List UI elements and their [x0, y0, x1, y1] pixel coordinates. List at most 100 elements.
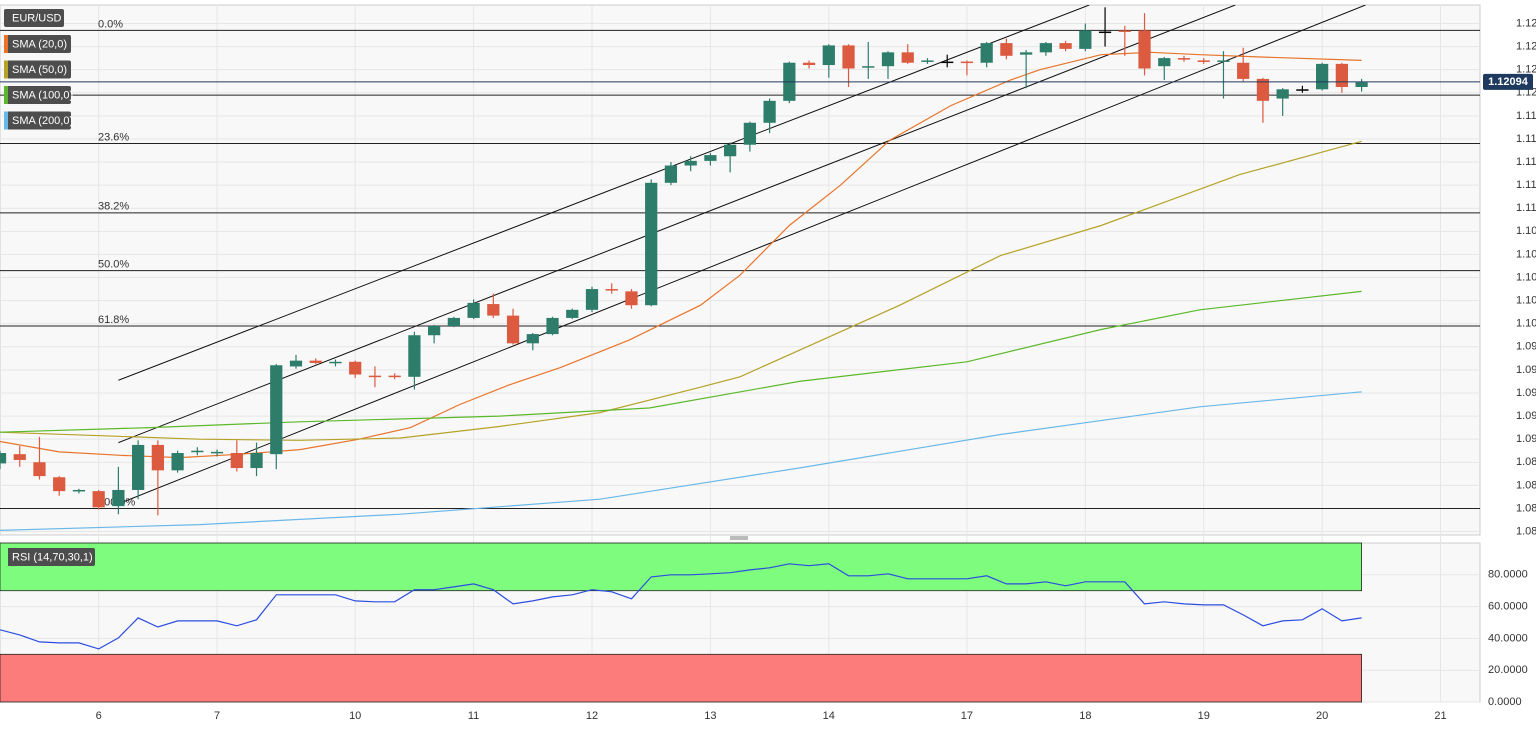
- y-tick-label: 20.0000: [1488, 664, 1528, 676]
- price-panel: [0, 4, 1481, 536]
- candle-body: [1098, 31, 1112, 34]
- candle-body: [546, 317, 559, 335]
- x-tick-label: 21: [1434, 710, 1446, 722]
- candle-body: [881, 52, 895, 67]
- candle-body: [526, 334, 539, 344]
- candle-body: [862, 66, 875, 68]
- x-tick-label: 14: [823, 710, 835, 722]
- y-tick-label: 60.0000: [1488, 601, 1528, 613]
- legend-box: [4, 60, 71, 79]
- legend-label: EUR/USD: [12, 12, 62, 24]
- candle-body: [1000, 43, 1013, 56]
- candle-body: [1158, 58, 1171, 67]
- y-tick-label: 1.1140: [1516, 156, 1536, 168]
- candle-body: [743, 122, 756, 145]
- candle-body: [1020, 52, 1033, 55]
- x-tick-label: 10: [349, 710, 361, 722]
- candle-body: [1079, 30, 1092, 49]
- sma-line: [0, 391, 1362, 531]
- legend-swatch: [4, 548, 8, 566]
- candle-body: [388, 375, 401, 378]
- rsi-line: [0, 563, 1362, 650]
- candle-body: [230, 453, 243, 469]
- candle-body: [368, 375, 382, 378]
- legend-label: SMA (200,0): [12, 115, 73, 127]
- candle-body: [1197, 60, 1210, 62]
- candle-body: [191, 450, 204, 453]
- candle-body: [1316, 63, 1329, 90]
- y-tick-label: 0.0000: [1488, 696, 1522, 708]
- legend-box: [4, 9, 64, 27]
- x-tick-label: 11: [468, 710, 479, 722]
- candle-body: [921, 60, 934, 62]
- candle-body: [566, 309, 579, 318]
- legend-label: SMA (50,0): [12, 64, 67, 76]
- y-tick-label: 1.1180: [1516, 110, 1536, 122]
- x-tick-label: 12: [586, 710, 598, 722]
- candle-body: [802, 62, 816, 66]
- candle-body: [1276, 89, 1289, 99]
- rsi-band: [0, 653, 1362, 703]
- y-tick-label: 1.0820: [1516, 525, 1536, 537]
- y-tick-label: 1.0900: [1516, 433, 1536, 445]
- candle-body: [408, 335, 421, 377]
- fib-label: 50.0%: [98, 258, 129, 270]
- candle-body: [1177, 58, 1191, 60]
- x-tick-label: 6: [96, 710, 102, 722]
- candle-body: [664, 165, 678, 183]
- y-tick-label: 1.1000: [1516, 318, 1536, 330]
- candle-body: [901, 52, 914, 63]
- candle-body: [645, 182, 658, 306]
- y-tick-label: 1.0880: [1516, 456, 1536, 468]
- plot: 0.0%23.6%38.2%50.0%61.8%100.0%: [0, 5, 1480, 703]
- fib-label: 38.2%: [98, 201, 129, 213]
- candle-body: [1256, 78, 1270, 101]
- y-tick-label: 1.1040: [1516, 271, 1536, 283]
- fib-label: 0.0%: [98, 18, 123, 30]
- y-tick-label: 1.0960: [1516, 364, 1536, 376]
- channel-line: [118, 5, 1090, 381]
- candle-body: [1355, 82, 1368, 87]
- candle-body: [1039, 43, 1052, 53]
- last-price-tag: [1483, 73, 1533, 90]
- candle-body: [447, 317, 460, 327]
- candle-body: [506, 315, 520, 344]
- legend-box: [4, 111, 71, 130]
- y-tick-label: 1.1080: [1516, 225, 1536, 237]
- y-tick-label: 1.1160: [1516, 133, 1536, 145]
- candle-body: [289, 360, 303, 367]
- candle-body: [980, 43, 993, 63]
- candle-body: [171, 453, 184, 471]
- legend-box: [4, 35, 71, 53]
- y-tick-label: 1.1260: [1516, 17, 1536, 29]
- candle-body: [0, 453, 7, 464]
- candle-body: [1138, 30, 1151, 69]
- y-tick-label: 1.0980: [1516, 341, 1536, 353]
- candle-body: [1118, 30, 1131, 32]
- channel-line: [118, 5, 1236, 444]
- candle-body: [941, 61, 954, 64]
- y-tick-label: 1.1060: [1516, 248, 1536, 260]
- y-tick-label: 1.1240: [1516, 40, 1536, 52]
- y-tick-label: 1.1120: [1516, 179, 1536, 191]
- candle-body: [960, 61, 974, 64]
- x-tick-label: 17: [961, 710, 973, 722]
- candle-body: [112, 489, 125, 507]
- legend-swatch: [4, 35, 8, 53]
- x-tick-label: 20: [1316, 710, 1328, 722]
- candle-body: [585, 289, 599, 310]
- candle-body: [684, 160, 697, 166]
- legend-swatch: [4, 111, 8, 130]
- y-tick-label: 1.1100: [1516, 202, 1536, 214]
- rsi-band: [0, 542, 1362, 592]
- sma-line: [0, 140, 1362, 441]
- channel-line: [124, 5, 1366, 502]
- y-tick-label: 1.0860: [1516, 479, 1536, 491]
- sma-line: [0, 290, 1362, 433]
- candle-body: [724, 144, 737, 157]
- candle-body: [763, 100, 776, 123]
- x-tick-label: 13: [704, 710, 716, 722]
- candle-body: [605, 289, 618, 291]
- y-tick-label: 40.0000: [1488, 632, 1528, 644]
